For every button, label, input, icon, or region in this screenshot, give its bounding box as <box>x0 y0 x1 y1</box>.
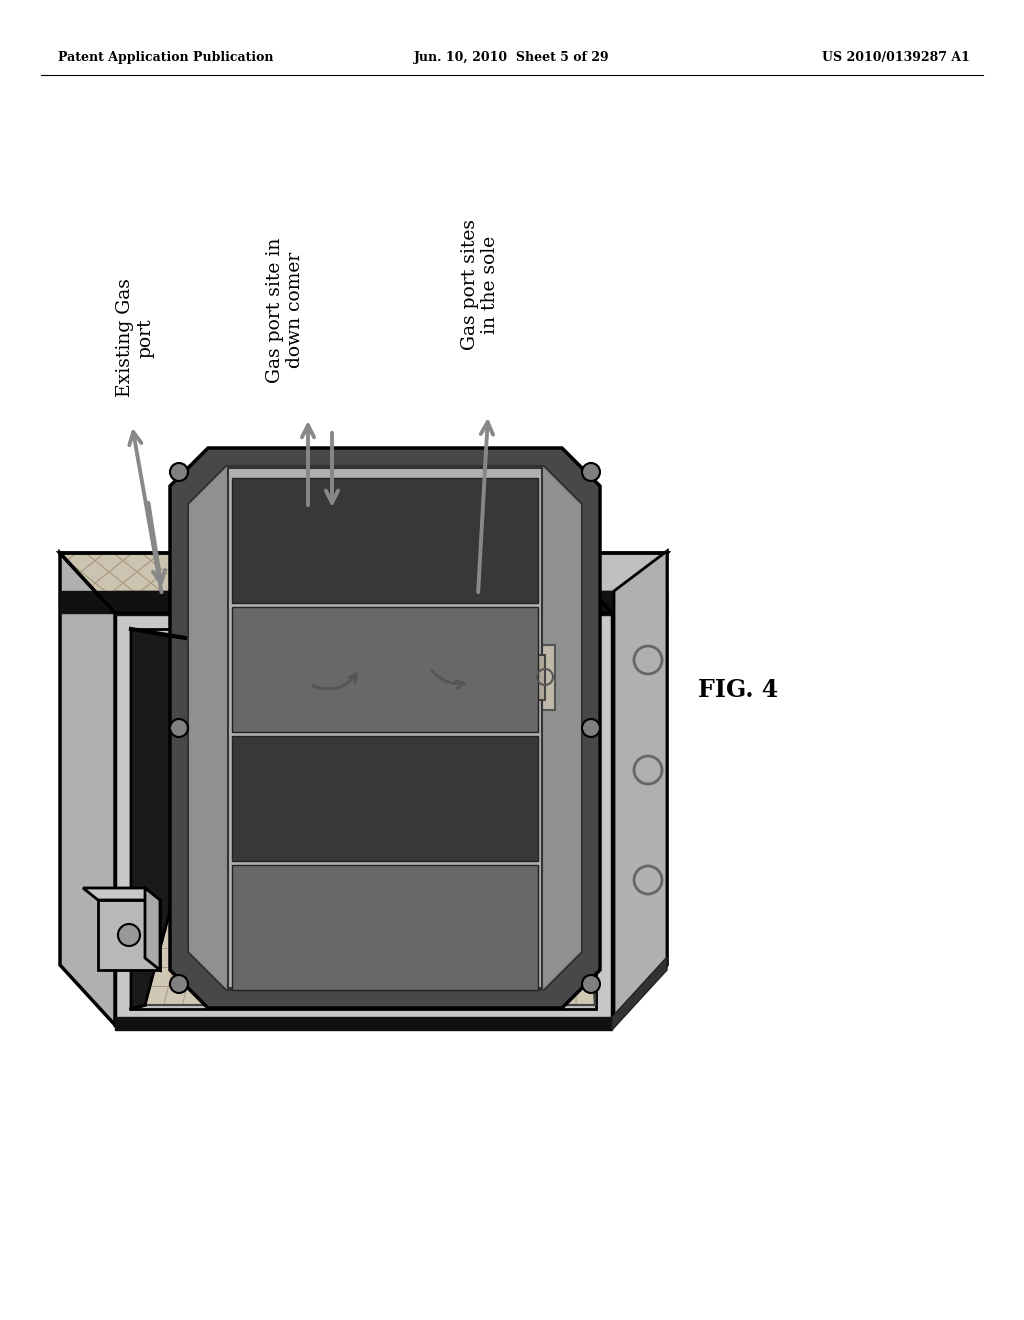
Text: US 2010/0139287 A1: US 2010/0139287 A1 <box>822 51 970 65</box>
Polygon shape <box>115 612 612 1026</box>
Polygon shape <box>115 591 667 615</box>
Polygon shape <box>232 865 538 990</box>
Polygon shape <box>614 550 667 1026</box>
Polygon shape <box>170 447 600 1008</box>
Text: FIG. 4: FIG. 4 <box>698 678 778 702</box>
Circle shape <box>170 975 188 993</box>
Circle shape <box>582 975 600 993</box>
Text: Gas port site in
down comer: Gas port site in down comer <box>265 238 304 383</box>
Text: Jun. 10, 2010  Sheet 5 of 29: Jun. 10, 2010 Sheet 5 of 29 <box>414 51 610 65</box>
Polygon shape <box>131 630 596 1008</box>
Polygon shape <box>145 647 595 1005</box>
Polygon shape <box>270 645 555 710</box>
Circle shape <box>170 463 188 480</box>
Polygon shape <box>62 554 610 612</box>
Polygon shape <box>60 553 612 612</box>
Circle shape <box>582 463 600 480</box>
Polygon shape <box>115 1016 612 1030</box>
Text: Patent Application Publication: Patent Application Publication <box>58 51 273 65</box>
Polygon shape <box>98 900 160 970</box>
Polygon shape <box>232 737 538 861</box>
Polygon shape <box>145 888 160 970</box>
Polygon shape <box>60 553 115 1026</box>
Circle shape <box>170 719 188 737</box>
Polygon shape <box>232 478 538 603</box>
Text: Existing Gas
port: Existing Gas port <box>116 279 155 397</box>
Polygon shape <box>280 655 545 700</box>
Polygon shape <box>188 466 582 990</box>
Polygon shape <box>612 553 667 1026</box>
Polygon shape <box>83 888 160 900</box>
Circle shape <box>582 719 600 737</box>
Text: Gas port sites
in the sole: Gas port sites in the sole <box>461 219 500 351</box>
Polygon shape <box>232 607 538 733</box>
Circle shape <box>118 924 140 946</box>
Polygon shape <box>228 469 542 987</box>
Polygon shape <box>557 553 667 612</box>
Polygon shape <box>131 630 240 1008</box>
Polygon shape <box>60 591 667 612</box>
Polygon shape <box>612 957 667 1030</box>
